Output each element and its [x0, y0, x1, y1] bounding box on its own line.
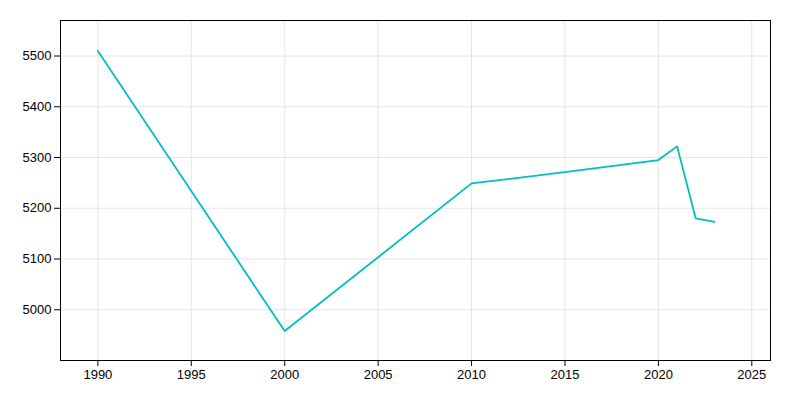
svg-text:5200: 5200: [23, 200, 52, 215]
svg-text:2020: 2020: [644, 367, 673, 382]
svg-text:1995: 1995: [177, 367, 206, 382]
svg-text:2000: 2000: [270, 367, 299, 382]
svg-text:5500: 5500: [23, 48, 52, 63]
svg-text:2005: 2005: [364, 367, 393, 382]
svg-text:2015: 2015: [551, 367, 580, 382]
svg-text:2010: 2010: [457, 367, 486, 382]
svg-text:5100: 5100: [23, 251, 52, 266]
svg-text:5000: 5000: [23, 302, 52, 317]
svg-text:2025: 2025: [737, 367, 766, 382]
svg-text:5400: 5400: [23, 99, 52, 114]
svg-text:1990: 1990: [83, 367, 112, 382]
svg-text:5300: 5300: [23, 150, 52, 165]
